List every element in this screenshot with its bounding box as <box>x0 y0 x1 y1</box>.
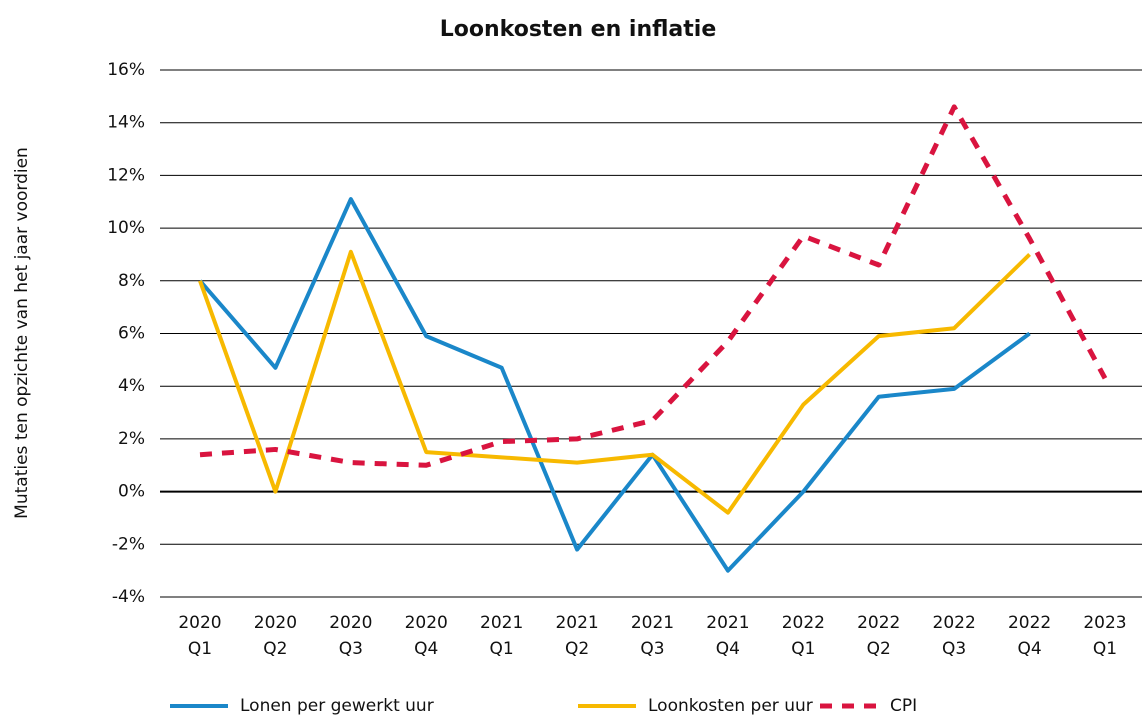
x-tick-label: 2022 Q3 <box>932 613 976 659</box>
x-tick-label: 2023 Q1 <box>1083 613 1127 659</box>
series-line <box>198 249 1031 515</box>
x-tick-label: 2022 Q2 <box>857 613 901 659</box>
y-tick-label: 16% <box>107 60 145 80</box>
x-tick-label: 2020 Q3 <box>329 613 373 659</box>
y-tick-label: 14% <box>107 113 145 133</box>
x-tick-label: 2022 Q4 <box>1007 613 1052 659</box>
x-tick-label: 2020 Q2 <box>253 613 298 659</box>
x-tick-label: 2021 Q1 <box>480 613 524 659</box>
x-tick-label: 2021 Q4 <box>706 613 750 659</box>
y-tick-label: 0% <box>118 482 145 502</box>
series-line <box>199 104 1108 468</box>
y-tick-label: 8% <box>118 271 145 291</box>
x-tick-label: 2020 Q4 <box>404 613 448 659</box>
x-tick-label: 2021 Q3 <box>630 613 675 659</box>
y-axis-label: Mutaties ten opzichte van het jaar voord… <box>12 147 32 519</box>
x-tick-label: 2022 Q1 <box>781 613 825 659</box>
series-line <box>198 197 1031 573</box>
chart-title: Loonkosten en inflatie <box>440 17 717 42</box>
legend-label: Loonkosten per uur <box>648 696 813 716</box>
y-tick-label: 10% <box>107 218 145 238</box>
y-tick-label: 12% <box>107 165 145 185</box>
y-tick-label: 2% <box>118 429 145 449</box>
x-tick-label: 2021 Q2 <box>555 613 599 659</box>
y-tick-label: 4% <box>118 376 145 396</box>
y-tick-label: 6% <box>118 324 145 344</box>
legend-label: CPI <box>890 696 917 716</box>
x-tick-label: 2020 Q1 <box>178 613 222 659</box>
y-tick-label: -4% <box>112 587 145 607</box>
legend-label: Lonen per gewerkt uur <box>240 696 434 716</box>
y-tick-label: -2% <box>112 534 145 554</box>
